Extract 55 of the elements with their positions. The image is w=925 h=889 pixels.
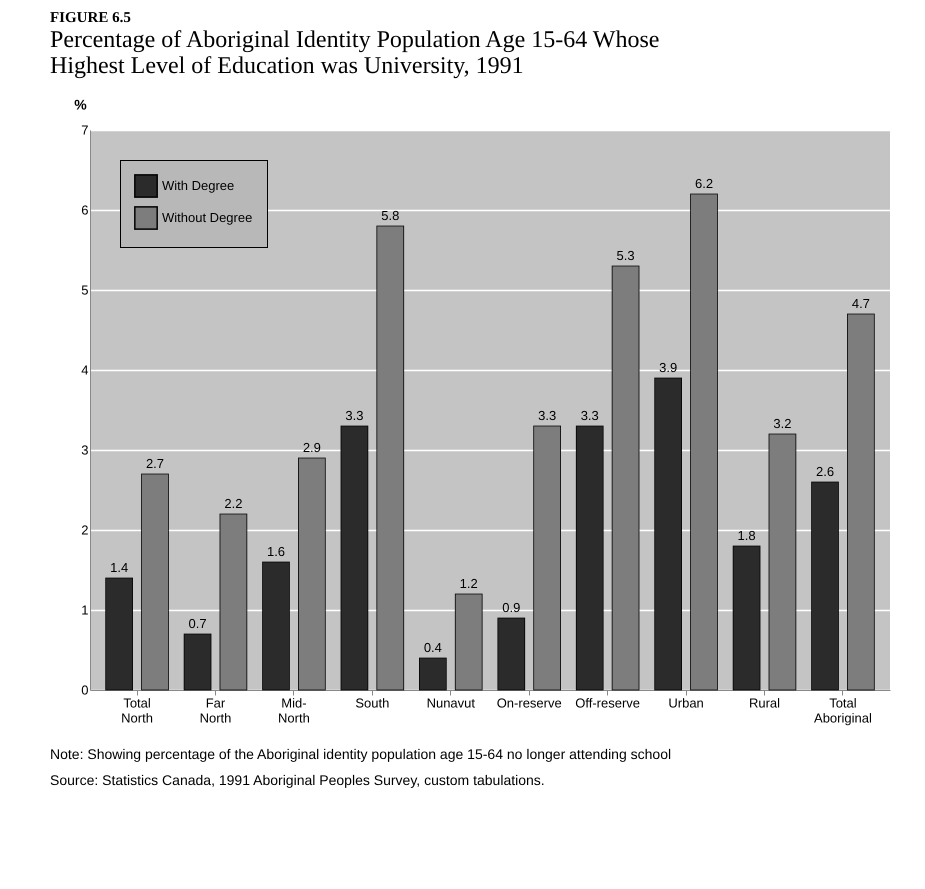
chart-subtitle: Percentage of Aboriginal Identity Population Age 15-64 Whose Highest Level of Education was University, 1991 bbox=[50, 27, 660, 79]
data-label: 5.3 bbox=[616, 248, 635, 263]
data-label: 3.2 bbox=[773, 416, 792, 431]
chart-title: FIGURE 6.5 bbox=[50, 10, 131, 26]
y-tick-label: 3 bbox=[81, 442, 88, 458]
bar bbox=[262, 562, 290, 690]
data-label: 0.7 bbox=[188, 616, 207, 631]
bar bbox=[576, 426, 604, 690]
legend-label: With Degree bbox=[162, 178, 234, 193]
x-tick-label: Far North bbox=[200, 696, 232, 726]
data-label: 2.9 bbox=[302, 440, 321, 455]
data-label: 3.3 bbox=[580, 408, 599, 423]
y-tick-label: 1 bbox=[81, 602, 88, 618]
bar bbox=[732, 546, 760, 690]
y-axis-title: % bbox=[74, 96, 88, 112]
x-tick-label: Total North bbox=[121, 696, 153, 726]
data-label: 4.7 bbox=[852, 296, 870, 311]
bar bbox=[497, 618, 526, 690]
x-tick-label: South bbox=[355, 696, 390, 710]
data-label: 2.6 bbox=[816, 464, 834, 479]
y-tick-label: 4 bbox=[81, 362, 88, 378]
source-note: Source: Statistics Canada, 1991 Aboriginal Peoples Survey, custom tabulations. bbox=[50, 772, 545, 788]
bar bbox=[105, 578, 133, 690]
text: Note: Showing percentage of the Aboriginal identity population age 15-64 no longer attending school bbox=[50, 746, 672, 762]
data-label: 1.6 bbox=[266, 544, 286, 559]
data-label: 2.2 bbox=[224, 496, 242, 511]
y-tick-label: 2 bbox=[81, 522, 88, 538]
data-label: 0.4 bbox=[424, 640, 442, 655]
bar bbox=[419, 658, 447, 690]
bar bbox=[340, 426, 368, 690]
y-tick-label: 6 bbox=[81, 202, 88, 218]
data-label: 1.2 bbox=[460, 576, 478, 591]
data-label: 3.9 bbox=[659, 360, 678, 375]
data-label: 3.3 bbox=[538, 408, 556, 423]
data-label: 5.8 bbox=[381, 208, 400, 223]
bar bbox=[811, 482, 839, 690]
data-label: 1.4 bbox=[110, 560, 128, 575]
x-tick-label: Nunavut bbox=[426, 696, 476, 710]
x-tick-label: Rural bbox=[748, 696, 780, 710]
bar bbox=[654, 378, 682, 690]
data-label: 1.8 bbox=[738, 528, 756, 543]
data-label: 3.3 bbox=[345, 408, 364, 423]
data-label: 6.2 bbox=[694, 176, 714, 191]
x-tick-label: Off-reserve bbox=[575, 696, 640, 710]
x-tick-label: Mid- North bbox=[278, 696, 310, 726]
y-tick-label: 0 bbox=[81, 682, 88, 698]
data-label: 0.9 bbox=[502, 600, 520, 615]
x-tick-label: Urban bbox=[668, 696, 704, 710]
y-tick-label: 7 bbox=[81, 122, 88, 138]
y-tick-label: 5 bbox=[81, 282, 88, 298]
data-label: 2.7 bbox=[146, 456, 164, 471]
x-tick-label: Total Aboriginal bbox=[814, 696, 872, 726]
legend-label: Without Degree bbox=[162, 210, 252, 225]
x-tick-label: On-reserve bbox=[496, 696, 562, 710]
bar bbox=[184, 634, 212, 690]
